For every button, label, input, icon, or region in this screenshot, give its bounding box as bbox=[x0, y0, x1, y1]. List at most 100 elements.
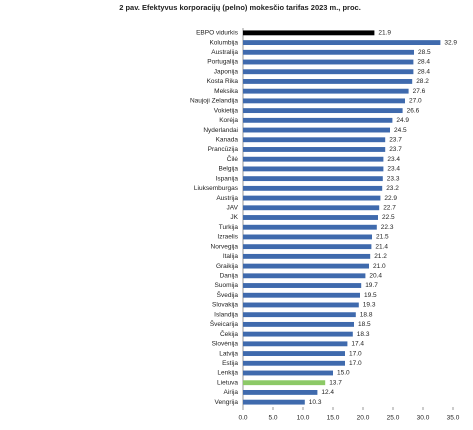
y-tick-label: Portugalija bbox=[207, 59, 238, 66]
bar bbox=[243, 380, 326, 386]
y-tick-label: Estija bbox=[222, 360, 238, 367]
bar bbox=[243, 185, 383, 191]
chart-title: 2 pav. Efektyvus korporacijų (pelno) mok… bbox=[119, 3, 361, 12]
value-label: 22.7 bbox=[383, 205, 396, 212]
y-tick-label: Islandija bbox=[214, 311, 238, 318]
value-label: 23.4 bbox=[387, 156, 400, 163]
y-tick-label: Japonija bbox=[214, 68, 239, 75]
x-tick-label: 35.0 bbox=[447, 415, 460, 422]
value-label: 23.7 bbox=[389, 136, 402, 143]
y-tick-label: Italija bbox=[223, 253, 239, 260]
x-tick-label: 20.0 bbox=[357, 415, 370, 422]
value-label: 21.9 bbox=[378, 30, 391, 37]
value-label: 18.3 bbox=[357, 331, 370, 338]
y-tick-label: Izraelis bbox=[217, 234, 238, 241]
bar bbox=[243, 195, 381, 201]
bar bbox=[243, 263, 369, 269]
y-tick-label: Vokietija bbox=[214, 107, 239, 114]
y-tick-label: Slovakija bbox=[212, 302, 238, 309]
bar bbox=[243, 389, 318, 395]
value-label: 18.8 bbox=[360, 311, 373, 318]
y-tick-label: Suomija bbox=[215, 282, 239, 289]
value-label: 32.9 bbox=[444, 39, 457, 46]
bar bbox=[243, 205, 380, 211]
bar bbox=[243, 69, 414, 75]
x-tick-label: 5.0 bbox=[268, 415, 277, 422]
y-tick-label: Kosta Rika bbox=[207, 78, 239, 85]
y-tick-label: Čilė bbox=[227, 154, 239, 163]
bar bbox=[243, 30, 375, 36]
value-label: 27.0 bbox=[409, 98, 422, 105]
bar bbox=[243, 351, 345, 356]
bar bbox=[243, 341, 348, 347]
value-label: 26.6 bbox=[407, 107, 420, 114]
bar bbox=[243, 331, 353, 337]
bar bbox=[243, 166, 384, 172]
y-tick-label: Norvegija bbox=[211, 243, 239, 250]
y-tick-label: Naujoji Zelandija bbox=[190, 98, 238, 105]
y-tick-label: Slovėnija bbox=[212, 341, 239, 348]
y-tick-label: Latvija bbox=[219, 350, 238, 357]
bar bbox=[243, 79, 413, 84]
y-tick-label: Airija bbox=[224, 389, 239, 396]
y-tick-label: Nyderlandai bbox=[203, 127, 238, 134]
value-label: 19.3 bbox=[363, 302, 376, 309]
bar bbox=[243, 292, 360, 298]
value-label: 28.5 bbox=[418, 49, 431, 56]
value-label: 24.9 bbox=[396, 117, 409, 124]
bar bbox=[243, 312, 356, 318]
y-tick-label: Lenkija bbox=[217, 370, 238, 377]
value-label: 23.2 bbox=[386, 185, 399, 192]
bar bbox=[243, 147, 386, 152]
y-tick-label: Kolumbija bbox=[209, 39, 238, 46]
y-tick-label: JK bbox=[230, 214, 238, 221]
value-label: 12.4 bbox=[321, 389, 334, 396]
value-label: 23.3 bbox=[387, 175, 400, 182]
y-tick-label: Kanada bbox=[216, 136, 239, 143]
value-label: 23.7 bbox=[389, 146, 402, 153]
x-tick-label: 15.0 bbox=[327, 415, 340, 422]
y-tick-label: Šveicarija bbox=[210, 319, 239, 328]
x-tick-label: 25.0 bbox=[387, 415, 400, 422]
bar bbox=[243, 137, 386, 143]
bar bbox=[243, 59, 414, 65]
bar bbox=[243, 156, 384, 162]
value-label: 13.7 bbox=[329, 379, 342, 386]
value-label: 21.5 bbox=[376, 234, 389, 241]
bar bbox=[243, 234, 372, 240]
y-tick-label: Čekija bbox=[220, 329, 238, 338]
value-label: 20.4 bbox=[369, 273, 382, 280]
value-label: 21.0 bbox=[373, 263, 386, 270]
bar bbox=[243, 127, 390, 133]
value-label: 21.2 bbox=[374, 253, 387, 260]
bar bbox=[243, 302, 359, 308]
value-label: 18.5 bbox=[358, 321, 371, 328]
bar bbox=[243, 108, 403, 114]
value-label: 27.6 bbox=[413, 88, 426, 95]
y-tick-label: EBPO vidurkis bbox=[196, 30, 239, 37]
value-label: 22.3 bbox=[381, 224, 394, 231]
value-label: 22.5 bbox=[382, 214, 395, 221]
bar bbox=[243, 117, 393, 123]
bar bbox=[243, 244, 372, 250]
bar bbox=[243, 88, 409, 94]
y-tick-label: Australija bbox=[211, 49, 238, 56]
value-label: 15.0 bbox=[337, 370, 350, 377]
bar bbox=[243, 98, 405, 104]
bar bbox=[243, 49, 414, 55]
x-tick-label: 10.0 bbox=[297, 415, 310, 422]
value-label: 19.7 bbox=[365, 282, 378, 289]
y-tick-label: Austrija bbox=[216, 195, 238, 202]
y-tick-label: Danija bbox=[220, 273, 239, 280]
y-tick-label: Liuksemburgas bbox=[194, 185, 239, 192]
bar bbox=[243, 399, 305, 405]
y-tick-label: Korėja bbox=[219, 117, 238, 124]
y-tick-label: Lietuva bbox=[217, 379, 238, 386]
bar bbox=[243, 370, 333, 376]
y-tick-label: JAV bbox=[227, 205, 239, 212]
value-label: 17.0 bbox=[349, 350, 362, 357]
bar bbox=[243, 321, 354, 327]
value-label: 22.9 bbox=[384, 195, 397, 202]
value-label: 23.4 bbox=[387, 166, 400, 173]
value-label: 24.5 bbox=[394, 127, 407, 134]
